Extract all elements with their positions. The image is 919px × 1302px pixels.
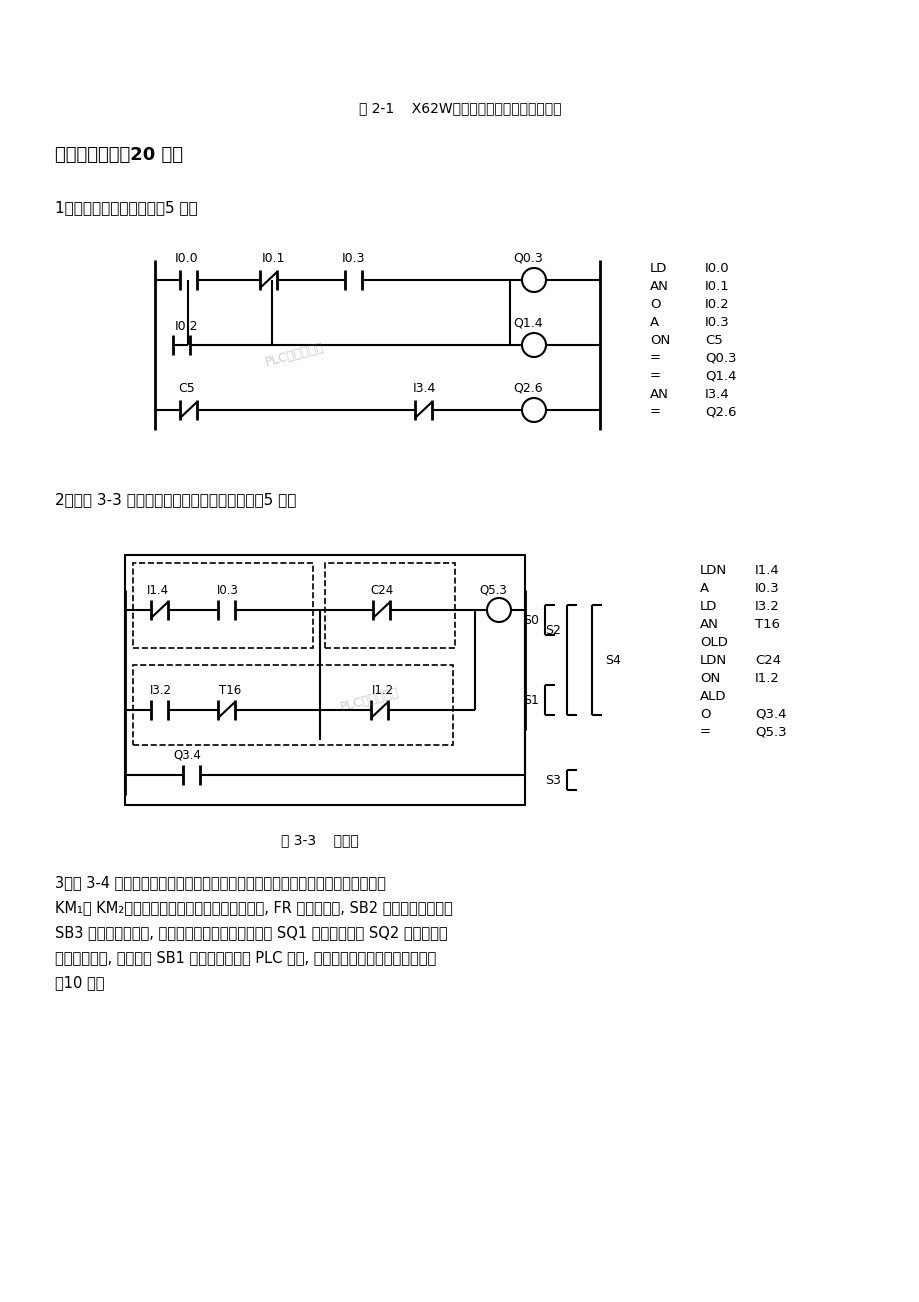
Text: PLC编程及应用: PLC编程及应用 bbox=[264, 341, 325, 370]
Text: ON: ON bbox=[699, 672, 720, 685]
Text: I3.4: I3.4 bbox=[412, 381, 436, 395]
Text: T16: T16 bbox=[754, 617, 779, 630]
Text: I1.4: I1.4 bbox=[147, 583, 169, 596]
Text: I3.2: I3.2 bbox=[150, 684, 172, 697]
Text: I0.3: I0.3 bbox=[754, 582, 779, 595]
Text: I0.3: I0.3 bbox=[217, 583, 239, 596]
Text: I0.3: I0.3 bbox=[342, 251, 366, 264]
Text: Q0.3: Q0.3 bbox=[513, 251, 542, 264]
Bar bbox=[324, 562, 455, 648]
Text: （10 分）: （10 分） bbox=[55, 975, 105, 990]
Text: C5: C5 bbox=[178, 381, 195, 395]
Text: ALD: ALD bbox=[699, 690, 726, 703]
Text: LD: LD bbox=[650, 262, 666, 275]
Text: Q5.3: Q5.3 bbox=[479, 583, 506, 596]
Text: Q0.3: Q0.3 bbox=[704, 352, 736, 365]
Text: =: = bbox=[699, 725, 710, 738]
Text: C24: C24 bbox=[754, 654, 780, 667]
Text: S3: S3 bbox=[544, 773, 561, 786]
Text: I0.1: I0.1 bbox=[262, 251, 286, 264]
Text: S2: S2 bbox=[544, 624, 561, 637]
Text: LDN: LDN bbox=[699, 564, 726, 577]
Text: C5: C5 bbox=[704, 333, 722, 346]
Text: I1.4: I1.4 bbox=[754, 564, 779, 577]
Text: I0.2: I0.2 bbox=[704, 297, 729, 310]
Text: 1、由语句表画梯形图。（5 分）: 1、由语句表画梯形图。（5 分） bbox=[55, 201, 198, 216]
Text: ON: ON bbox=[650, 333, 670, 346]
Text: Q2.6: Q2.6 bbox=[704, 405, 736, 418]
Bar bbox=[133, 665, 452, 745]
Text: 2、将图 3-3 的梯形图转换为对应的语句表。（5 分）: 2、将图 3-3 的梯形图转换为对应的语句表。（5 分） bbox=[55, 492, 296, 508]
Text: S1: S1 bbox=[522, 694, 539, 707]
Text: =: = bbox=[650, 352, 660, 365]
Text: Q1.4: Q1.4 bbox=[513, 316, 542, 329]
Text: Q5.3: Q5.3 bbox=[754, 725, 786, 738]
Text: C24: C24 bbox=[370, 583, 393, 596]
Text: A: A bbox=[699, 582, 709, 595]
Text: LDN: LDN bbox=[699, 654, 726, 667]
Text: Q1.4: Q1.4 bbox=[704, 370, 736, 383]
Text: I0.3: I0.3 bbox=[704, 315, 729, 328]
Text: S4: S4 bbox=[605, 654, 620, 667]
Text: T16: T16 bbox=[219, 684, 241, 697]
Text: 图 3-3    梯形图: 图 3-3 梯形图 bbox=[281, 833, 358, 848]
Bar bbox=[133, 562, 312, 648]
Text: Q3.4: Q3.4 bbox=[173, 749, 200, 762]
Text: Q2.6: Q2.6 bbox=[513, 381, 542, 395]
Text: I3.4: I3.4 bbox=[704, 388, 729, 401]
Text: OLD: OLD bbox=[699, 635, 727, 648]
Bar bbox=[125, 555, 525, 805]
Text: O: O bbox=[650, 297, 660, 310]
Text: Q3.4: Q3.4 bbox=[754, 707, 786, 720]
Text: O: O bbox=[699, 707, 709, 720]
Text: I0.1: I0.1 bbox=[704, 280, 729, 293]
Text: AN: AN bbox=[699, 617, 718, 630]
Text: LD: LD bbox=[699, 599, 717, 612]
Text: AN: AN bbox=[650, 388, 668, 401]
Text: =: = bbox=[650, 405, 660, 418]
Text: SB3 是左行启动按钮, 启动后要求小车在左限位开关 SQ1 和右限位开关 SQ2 之间不停地: SB3 是左行启动按钮, 启动后要求小车在左限位开关 SQ1 和右限位开关 SQ… bbox=[55, 924, 448, 940]
Text: KM₁和 KM₂是分别控制正传和反转的交流接触器, FR 是热继电器, SB2 是右行启动按钮，: KM₁和 KM₂是分别控制正传和反转的交流接触器, FR 是热继电器, SB2 … bbox=[55, 900, 452, 915]
Text: S0: S0 bbox=[522, 613, 539, 626]
Text: I0.0: I0.0 bbox=[704, 262, 729, 275]
Text: I0.2: I0.2 bbox=[175, 320, 199, 333]
Text: I1.2: I1.2 bbox=[371, 684, 393, 697]
Text: I1.2: I1.2 bbox=[754, 672, 779, 685]
Text: =: = bbox=[650, 370, 660, 383]
Text: 3、图 3-4 是一个三相一部电动机正反转控制的主电路和继电器控制电路图，其中: 3、图 3-4 是一个三相一部电动机正反转控制的主电路和继电器控制电路图，其中 bbox=[55, 875, 385, 891]
Text: I3.2: I3.2 bbox=[754, 599, 779, 612]
Text: AN: AN bbox=[650, 280, 668, 293]
Text: 三、设计题（共20 分）: 三、设计题（共20 分） bbox=[55, 146, 183, 164]
Text: PLC编程及应用: PLC编程及应用 bbox=[338, 686, 401, 713]
Text: I0.0: I0.0 bbox=[175, 251, 199, 264]
Text: 图 2-1    X62W卧式万能铣床电气控制原理图: 图 2-1 X62W卧式万能铣床电气控制原理图 bbox=[358, 102, 561, 115]
Text: 自动循环往复, 直至按下 SB1 停止。今要求用 PLC 控制, 请设计其外部接线图和梯形图。: 自动循环往复, 直至按下 SB1 停止。今要求用 PLC 控制, 请设计其外部接… bbox=[55, 950, 436, 965]
Text: A: A bbox=[650, 315, 658, 328]
